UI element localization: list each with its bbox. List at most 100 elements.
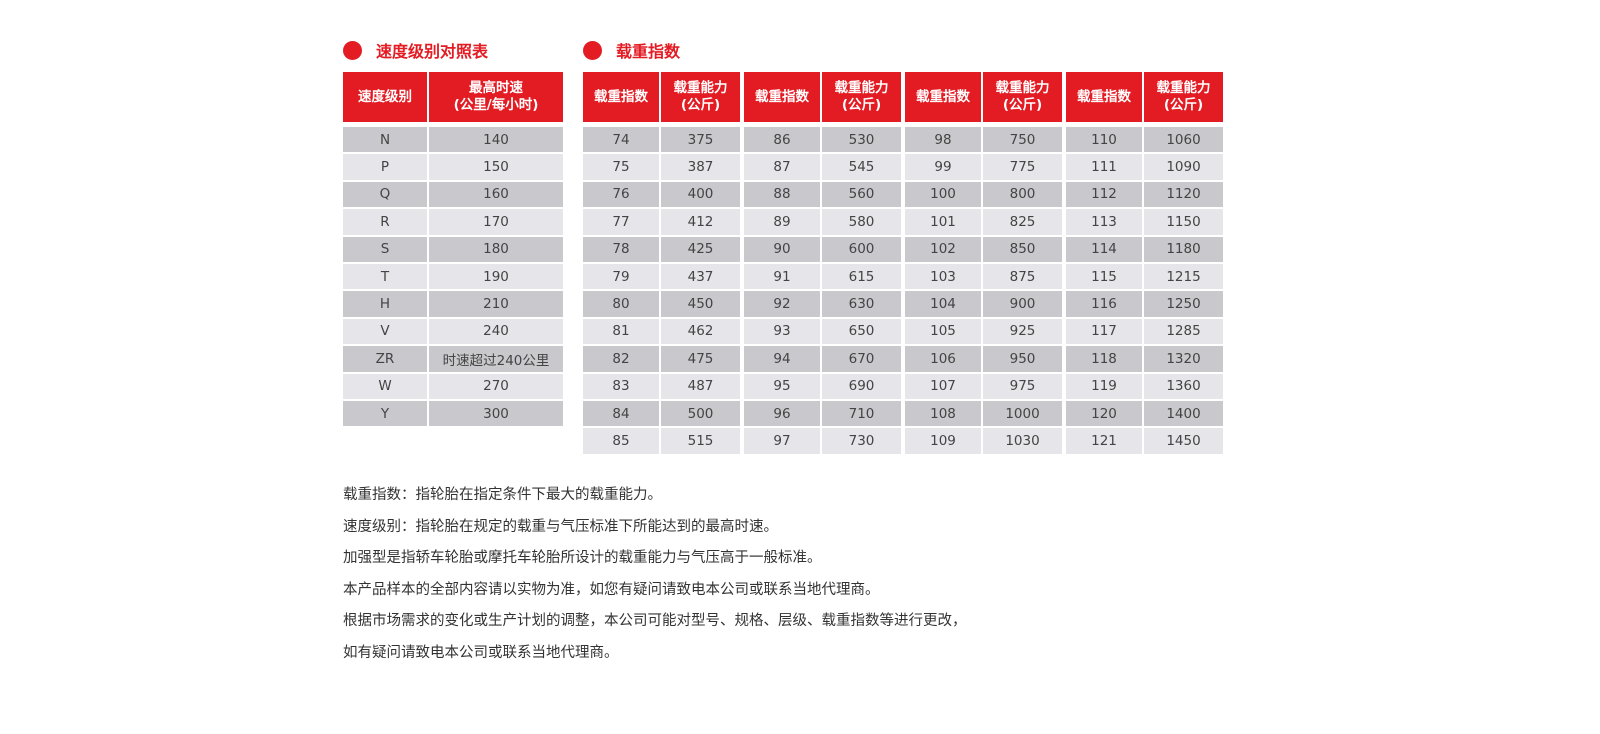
table-cell: 109 <box>905 428 981 454</box>
column-header: 载重指数 <box>583 72 659 122</box>
table-cell: 450 <box>661 291 740 317</box>
table-cell: 113 <box>1066 209 1142 235</box>
table-cell: 1060 <box>1144 124 1223 153</box>
column-header: 最高时速 (公里/每小时) <box>429 72 563 122</box>
table-cell: 825 <box>983 209 1062 235</box>
column-header: 载重能力 (公斤) <box>661 72 740 122</box>
table-cell: 800 <box>983 181 1062 208</box>
table-cell: 690 <box>822 373 901 399</box>
table-cell: 530 <box>822 124 901 153</box>
load-table: 载重指数 载重能力 (公斤) 86 530 87 545 88 560 89 580 90 600 91… <box>742 70 903 456</box>
table-cell: 580 <box>822 209 901 235</box>
table-row: Q 160 <box>343 181 563 208</box>
table-row: 85 515 <box>583 428 740 454</box>
table-cell: 850 <box>983 236 1062 262</box>
table-row: 79 437 <box>583 263 740 290</box>
table-cell: 75 <box>583 154 659 180</box>
table-row: 99 775 <box>905 154 1062 180</box>
table-cell: 77 <box>583 209 659 235</box>
table-cell: 875 <box>983 263 1062 290</box>
note-line: 加强型是指轿车轮胎或摩托车轮胎所设计的载重能力与气压高于一般标准。 <box>343 550 822 566</box>
table-cell: 1000 <box>983 400 1062 427</box>
table-cell: 112 <box>1066 181 1142 208</box>
table-cell: 630 <box>822 291 901 317</box>
table-row: H 210 <box>343 291 563 317</box>
table-row: 108 1000 <box>905 400 1062 427</box>
table-cell: 975 <box>983 373 1062 399</box>
table-cell: 545 <box>822 154 901 180</box>
table-row: 115 1215 <box>1066 263 1223 290</box>
table-cell: 240 <box>429 318 563 345</box>
table-cell: 114 <box>1066 236 1142 262</box>
table-row: W 270 <box>343 373 563 399</box>
table-cell: 101 <box>905 209 981 235</box>
table-cell: 86 <box>744 124 820 153</box>
table-cell: 74 <box>583 124 659 153</box>
table-row: 112 1120 <box>1066 181 1223 208</box>
table-cell: 83 <box>583 373 659 399</box>
table-row: 76 400 <box>583 181 740 208</box>
table-row: 118 1320 <box>1066 346 1223 372</box>
table-row: 87 545 <box>744 154 901 180</box>
table-cell: 425 <box>661 236 740 262</box>
table-row: 80 450 <box>583 291 740 317</box>
table-cell: 750 <box>983 124 1062 153</box>
table-cell: 1030 <box>983 428 1062 454</box>
table-row: 89 580 <box>744 209 901 235</box>
table-cell: 116 <box>1066 291 1142 317</box>
table-cell: 1450 <box>1144 428 1223 454</box>
table-row: V 240 <box>343 318 563 345</box>
table-cell: 106 <box>905 346 981 372</box>
table-cell: 105 <box>905 318 981 345</box>
table-row: 116 1250 <box>1066 291 1223 317</box>
table-cell: 650 <box>822 318 901 345</box>
table-row: 109 1030 <box>905 428 1062 454</box>
table-cell: 925 <box>983 318 1062 345</box>
table-row: 103 875 <box>905 263 1062 290</box>
table-cell: 102 <box>905 236 981 262</box>
column-header: 载重能力 (公斤) <box>1144 72 1223 122</box>
table-cell: 120 <box>1066 400 1142 427</box>
table-cell: 92 <box>744 291 820 317</box>
table-cell: 437 <box>661 263 740 290</box>
load-table: 载重指数 载重能力 (公斤) 74 375 75 387 76 400 77 412 78 425 79… <box>581 70 742 456</box>
table-cell: 103 <box>905 263 981 290</box>
table-cell: 85 <box>583 428 659 454</box>
table-cell: 210 <box>429 291 563 317</box>
table-row: 88 560 <box>744 181 901 208</box>
table-cell: 108 <box>905 400 981 427</box>
note-line: 本产品样本的全部内容请以实物为准，如您有疑问请致电本公司或联系当地代理商。 <box>343 581 880 598</box>
table-cell: W <box>343 373 427 399</box>
table-cell: P <box>343 154 427 180</box>
table-cell: 270 <box>429 373 563 399</box>
table-row: 81 462 <box>583 318 740 345</box>
table-cell: 95 <box>744 373 820 399</box>
table-cell: 111 <box>1066 154 1142 180</box>
table-cell: 730 <box>822 428 901 454</box>
table-cell: 94 <box>744 346 820 372</box>
table-cell: 387 <box>661 154 740 180</box>
table-cell: 81 <box>583 318 659 345</box>
table-cell: 140 <box>429 124 563 153</box>
table-row: 107 975 <box>905 373 1062 399</box>
table-row: S 180 <box>343 236 563 262</box>
table-cell: 1090 <box>1144 154 1223 180</box>
table-cell: 79 <box>583 263 659 290</box>
table-cell: 87 <box>744 154 820 180</box>
load-table: 载重指数 载重能力 (公斤) 110 1060 111 1090 112 1120 113 115… <box>1064 70 1225 456</box>
table-cell: 400 <box>661 181 740 208</box>
table-cell: 78 <box>583 236 659 262</box>
table-cell: 170 <box>429 209 563 235</box>
red-dot-icon <box>583 40 602 60</box>
load-section-title: 载重指数 <box>583 38 680 62</box>
table-cell: 160 <box>429 181 563 208</box>
note-line: 如有疑问请致电本公司或联系当地代理商。 <box>343 644 619 661</box>
table-cell: 1320 <box>1144 346 1223 372</box>
table-cell: 88 <box>744 181 820 208</box>
table-cell: 180 <box>429 236 563 262</box>
table-row: 114 1180 <box>1066 236 1223 262</box>
table-row: 101 825 <box>905 209 1062 235</box>
table-cell: N <box>343 124 427 153</box>
table-cell: 90 <box>744 236 820 262</box>
